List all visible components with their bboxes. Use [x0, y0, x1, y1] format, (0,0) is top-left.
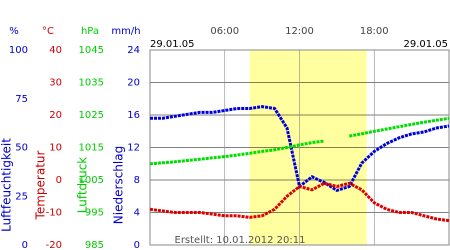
y-tick-label: 0: [134, 240, 140, 250]
date-right: 29.01.05: [403, 39, 448, 50]
series-line: [149, 116, 450, 166]
y-tick-label: 25: [15, 191, 28, 202]
y-tick-label: 100: [9, 45, 28, 56]
axis-unit: °C: [42, 26, 54, 37]
x-tick-label: 06:00: [210, 26, 239, 37]
y-tick-label: 30: [49, 78, 62, 89]
axis-unit: hPa: [81, 26, 99, 37]
axis-title: Luftfeuchtigkeit: [0, 138, 14, 232]
y-tick-label: 8: [134, 175, 140, 186]
y-tick-label: 16: [127, 110, 140, 121]
axis-unit: %: [9, 26, 19, 37]
y-tick-label: 40: [49, 45, 62, 56]
footer-note: Erstellt: 10.01.2012 20:11: [175, 235, 306, 246]
y-tick-label: 995: [85, 208, 104, 219]
y-tick-label: 4: [134, 208, 140, 219]
y-tick-label: 985: [85, 240, 104, 250]
axis-unit: mm/h: [111, 26, 140, 37]
y-tick-label: 1015: [79, 143, 104, 154]
y-tick-label: 1045: [79, 45, 104, 56]
x-tick-label: 12:00: [285, 26, 314, 37]
y-tick-label: 12: [127, 143, 140, 154]
y-tick-label: 0: [22, 240, 28, 250]
y-tick-label: 75: [15, 94, 28, 105]
y-tick-label: 50: [15, 143, 28, 154]
y-tick-label: 1005: [79, 175, 104, 186]
series-line: [149, 181, 450, 223]
y-tick-label: 1035: [79, 78, 104, 89]
axis-title: Niederschlag: [112, 146, 126, 224]
y-tick-label: 24: [127, 45, 140, 56]
y-tick-label: 0: [56, 175, 62, 186]
y-tick-label: -10: [46, 208, 62, 219]
x-tick-label: 18:00: [360, 26, 389, 37]
plot-border: [149, 49, 450, 246]
y-tick-label: -20: [46, 240, 62, 250]
y-tick-label: 10: [49, 143, 62, 154]
y-tick-label: 20: [49, 110, 62, 121]
axis-title: Temperatur: [34, 150, 48, 220]
axis-title: Luftdruck: [76, 157, 90, 214]
y-tick-label: 20: [127, 78, 140, 89]
date-left: 29.01.05: [150, 39, 195, 50]
y-tick-label: 1025: [79, 110, 104, 121]
